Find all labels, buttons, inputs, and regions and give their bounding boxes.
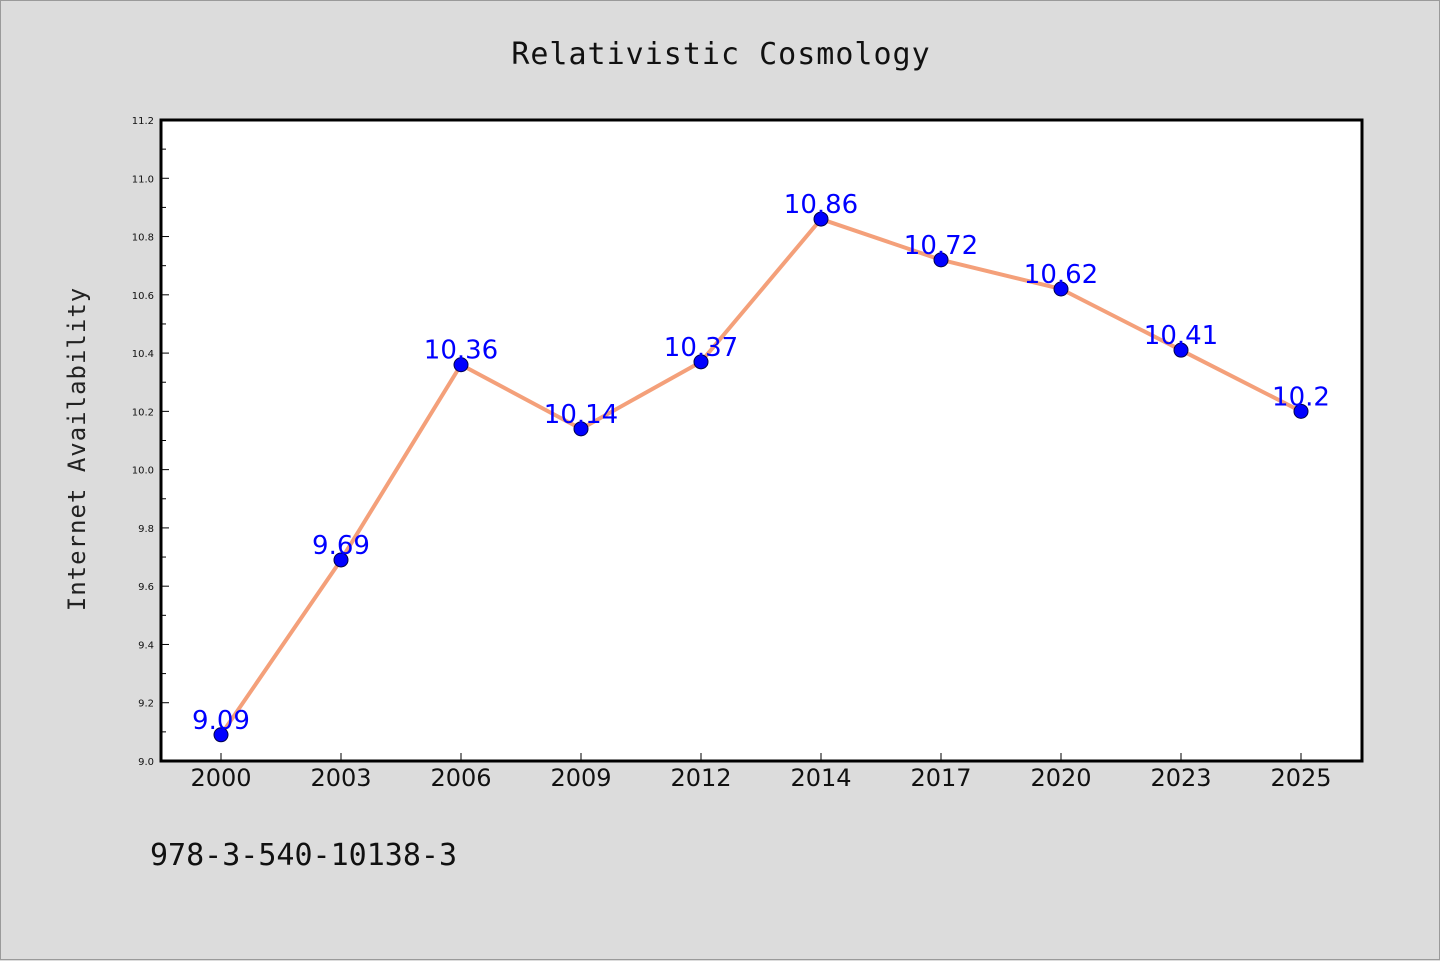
data-point-marker <box>1173 342 1189 358</box>
data-point-marker <box>813 211 829 227</box>
x-tick-label: 2000 <box>190 764 251 792</box>
series-line <box>219 217 1303 737</box>
x-tick-label: 2025 <box>1270 764 1331 792</box>
data-labels: 9.09 9.69 10.36 10.14 10.37 10.86 10.72 10.62 10… <box>192 190 1330 736</box>
x-tick-label: 2012 <box>670 764 731 792</box>
chart-title: Relativistic Cosmology <box>511 37 930 72</box>
x-tick-label: 2009 <box>550 764 611 792</box>
x-tick-label: 2023 <box>1150 764 1211 792</box>
data-label: 10.36 <box>424 336 498 366</box>
y-tick-label: 9.0 <box>138 757 154 768</box>
data-points <box>213 211 1309 743</box>
x-axis-ticks: 2000 2003 2006 2009 2012 2014 2017 2020 2023 2025 <box>190 753 1332 792</box>
data-label: 10.62 <box>1024 260 1098 290</box>
plot-frame <box>159 118 1364 763</box>
y-axis-ticks: 9.0 9.2 9.4 9.6 9.8 10.0 10.2 10.4 10.6 10.8 11.0 1… <box>132 116 169 768</box>
y-tick-label: 9.4 <box>138 640 154 651</box>
x-tick-label: 2020 <box>1030 764 1091 792</box>
data-label: 9.69 <box>312 531 370 561</box>
data-label: 10.41 <box>1144 321 1218 351</box>
data-label: 9.09 <box>192 706 250 736</box>
x-tick-label: 2006 <box>430 764 491 792</box>
y-tick-label: 10.8 <box>132 233 154 244</box>
data-point-marker <box>333 552 349 568</box>
y-tick-label: 11.0 <box>132 174 154 185</box>
data-point-marker <box>573 421 589 437</box>
data-label: 10.2 <box>1272 382 1330 412</box>
y-tick-label: 9.2 <box>138 699 154 710</box>
series-line-group <box>219 217 1303 737</box>
data-point-marker <box>693 354 709 370</box>
data-label: 10.72 <box>904 231 978 261</box>
data-point-marker <box>1053 281 1069 297</box>
data-point-marker <box>933 252 949 268</box>
x-tick-label: 2003 <box>310 764 371 792</box>
y-axis-label: Internet Availability <box>63 287 91 611</box>
y-tick-label: 10.2 <box>132 407 154 418</box>
data-label: 10.37 <box>664 333 738 363</box>
x-tick-label: 2014 <box>790 764 851 792</box>
data-point-marker <box>453 357 469 373</box>
isbn-footer: 978-3-540-10138-3 <box>150 838 457 873</box>
data-label: 10.86 <box>784 190 858 220</box>
data-label: 10.14 <box>544 400 618 430</box>
y-tick-label: 10.0 <box>132 466 154 477</box>
x-tick-label: 2017 <box>910 764 971 792</box>
data-point-marker <box>213 727 229 743</box>
y-tick-label: 10.6 <box>132 291 154 302</box>
y-tick-label: 11.2 <box>132 116 154 127</box>
data-point-marker <box>1293 403 1309 419</box>
plot-area <box>161 120 1362 761</box>
y-tick-label: 10.4 <box>132 349 154 360</box>
y-tick-label: 9.6 <box>138 582 154 593</box>
y-tick-label: 9.8 <box>138 524 154 535</box>
